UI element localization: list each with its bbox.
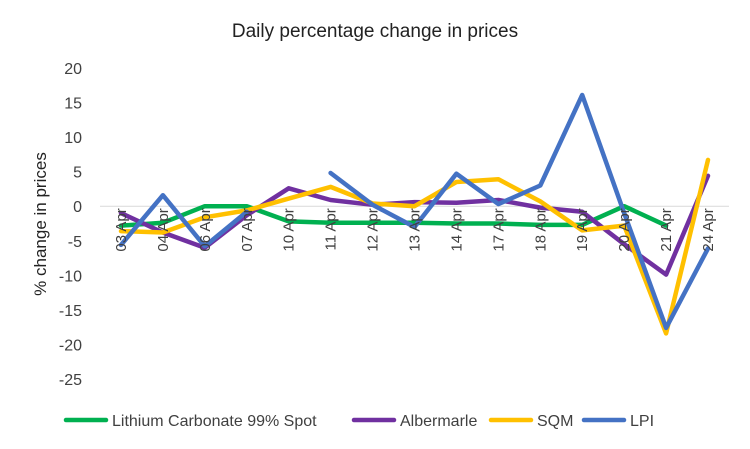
x-tick-label: 18 Apr (532, 208, 549, 251)
y-tick-label: 20 (64, 61, 82, 78)
x-tick-label: 21 Apr (658, 208, 675, 251)
y-tick-label: 10 (64, 130, 82, 147)
x-tick-label: 06 Apr (197, 208, 214, 251)
y-tick-label: 0 (73, 199, 82, 216)
y-tick-label: -15 (59, 303, 82, 320)
x-tick-label: 20 Apr (616, 208, 633, 251)
legend-label: LPI (630, 413, 654, 430)
x-tick-label: 07 Apr (239, 208, 256, 251)
x-tick-label: 17 Apr (490, 208, 507, 251)
y-axis-label: % change in prices (31, 152, 50, 296)
legend-label: Albermarle (400, 413, 477, 430)
y-tick-label: 15 (64, 96, 82, 113)
series-line-2 (118, 157, 711, 336)
legend: Lithium Carbonate 99% Spot Albermarle SQM L… (63, 413, 654, 430)
chart-title: Daily percentage change in prices (232, 21, 518, 42)
x-tick-label: 14 Apr (448, 208, 465, 251)
y-tick-label: 5 (73, 165, 82, 182)
y-tick-label: -20 (59, 337, 82, 354)
legend-label: SQM (537, 413, 573, 430)
y-tick-label: -25 (59, 372, 82, 389)
x-tick-label: 13 Apr (407, 208, 424, 251)
x-tick-label: 04 Apr (155, 208, 172, 251)
legend-label: Lithium Carbonate 99% Spot (112, 413, 317, 430)
series-line-3 (118, 92, 711, 331)
x-tick-label: 12 Apr (365, 208, 382, 251)
x-tick-label: 03 Apr (113, 208, 130, 251)
x-axis-ticks: 03 Apr 04 Apr 06 Apr 07 Apr 10 Apr 11 Apr 12 A… (113, 208, 717, 251)
y-tick-label: -10 (59, 268, 82, 285)
y-axis-ticks: 20 15 10 5 0 -5 -10 -15 -20 -25 (59, 61, 82, 389)
x-tick-label: 11 Apr (323, 208, 340, 250)
y-tick-label: -5 (68, 234, 82, 251)
x-tick-label: 10 Apr (281, 208, 298, 251)
x-tick-label: 24 Apr (700, 208, 717, 251)
x-tick-label: 19 Apr (574, 208, 591, 251)
series-lines (118, 92, 711, 336)
